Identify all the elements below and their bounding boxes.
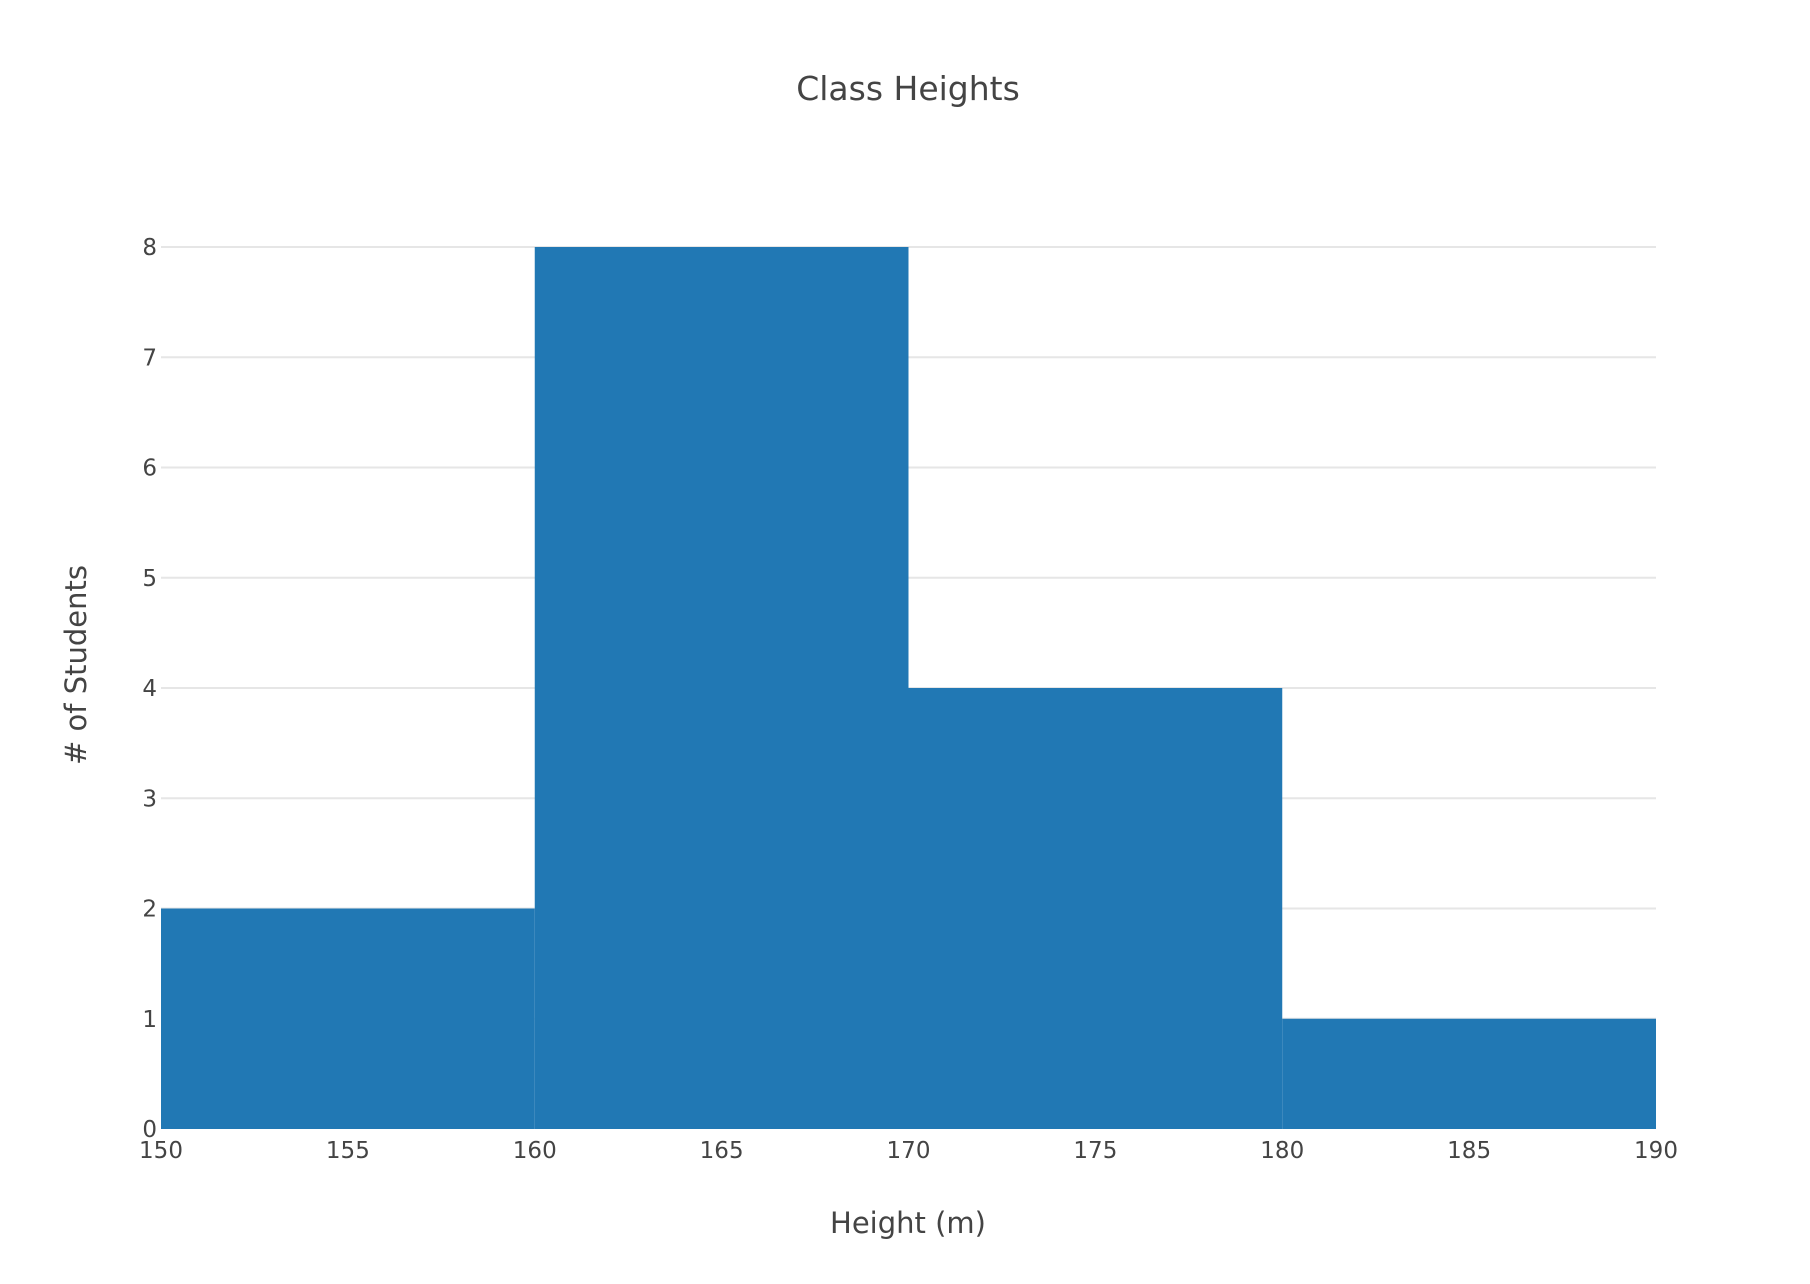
histogram-bar-150-160 [161,908,535,1129]
x-tick-label: 175 [1073,1138,1117,1164]
x-tick-label: 190 [1634,1138,1678,1164]
y-tick-label: 0 [142,1117,157,1143]
x-tick-label: 160 [513,1138,557,1164]
y-tick-label: 7 [142,345,157,371]
x-tick-label: 185 [1447,1138,1491,1164]
x-tick-label: 170 [887,1138,931,1164]
y-axis-title: # of Students [59,565,93,765]
bars [161,247,1656,1129]
x-tick-label: 150 [139,1138,183,1164]
y-tick-label: 6 [142,456,157,482]
x-tick-label: 155 [326,1138,370,1164]
y-tick-label: 2 [142,897,157,923]
x-axis-ticks: 150 155 160 165 170 175 180 185 190 [139,1138,1678,1164]
y-tick-label: 1 [142,1007,157,1033]
histogram-bar-170-180 [908,688,1283,1129]
x-tick-label: 165 [700,1138,744,1164]
x-axis-title: Height (m) [830,1206,986,1240]
y-tick-label: 3 [142,786,157,812]
y-tick-label: 8 [142,235,157,261]
histogram-bar-180-190 [1282,1018,1656,1129]
chart-title: Class Heights [796,69,1020,108]
y-axis-ticks: 0 1 2 3 4 5 6 7 8 [142,235,157,1143]
y-tick-label: 5 [142,566,157,592]
x-tick-label: 180 [1260,1138,1304,1164]
y-tick-label: 4 [142,676,157,702]
histogram-bar-160-170 [534,247,909,1129]
